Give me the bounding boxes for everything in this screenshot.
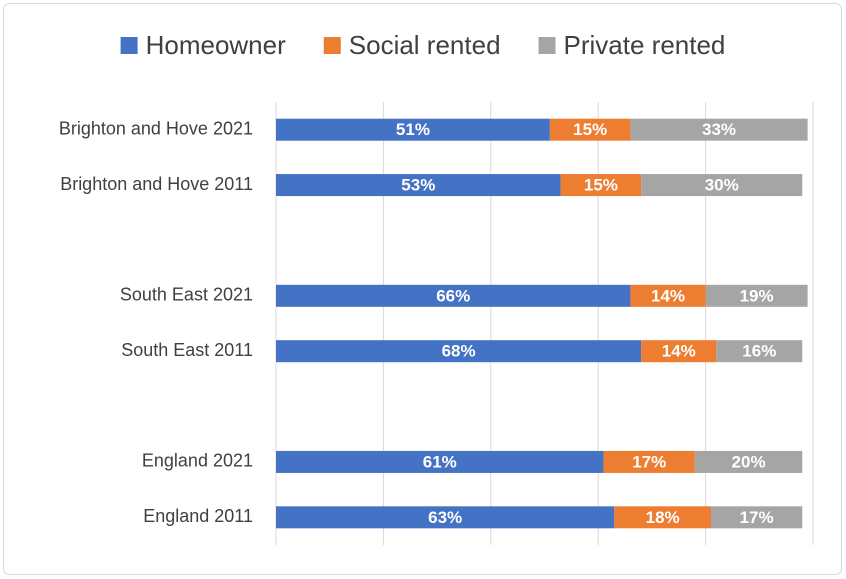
bar-segment <box>276 174 561 197</box>
data-label: 17% <box>632 452 666 471</box>
y-tick-label: Brighton and Hove 2011 <box>60 174 253 194</box>
legend-swatch <box>323 37 341 54</box>
bar-segment <box>276 118 550 141</box>
bar-segment <box>276 340 642 363</box>
data-label: 14% <box>651 286 685 305</box>
bar-segment <box>549 118 631 141</box>
bar-segment <box>560 174 642 197</box>
legend-label: Private rented <box>564 30 726 60</box>
data-label: 61% <box>423 452 457 471</box>
data-label: 16% <box>742 342 776 361</box>
legend: Homeowner Social rented Private rented <box>120 30 726 60</box>
data-label: 18% <box>646 508 680 527</box>
bar-segment <box>603 450 695 473</box>
y-tick-label: South East 2011 <box>121 340 253 360</box>
legend-item: Homeowner <box>120 30 287 60</box>
y-tick-label: South East 2021 <box>120 285 253 305</box>
data-label: 66% <box>436 286 470 305</box>
bar-segment <box>276 450 604 473</box>
bar-segment <box>276 506 615 529</box>
bar-segment <box>276 284 631 307</box>
bar-segment <box>716 340 803 363</box>
bar-segment <box>694 450 803 473</box>
data-label: 51% <box>396 120 430 139</box>
bar-segment <box>710 506 803 529</box>
y-tick-label: England 2021 <box>142 451 253 471</box>
legend-label: Homeowner <box>146 30 287 60</box>
bar-segment <box>641 340 717 363</box>
data-label: 68% <box>442 342 476 361</box>
bar-segment <box>630 118 808 141</box>
data-label: 15% <box>573 120 607 139</box>
data-label: 15% <box>584 176 618 195</box>
bar-segment <box>641 174 803 197</box>
data-label: 19% <box>740 286 774 305</box>
data-label: 33% <box>702 120 736 139</box>
y-tick-label: Brighton and Hove 2021 <box>59 118 253 138</box>
legend-swatch <box>120 37 138 54</box>
legend-swatch <box>538 37 556 54</box>
bar-segment <box>630 284 706 307</box>
legend-item: Social rented <box>323 30 501 60</box>
legend-label: Social rented <box>349 30 501 60</box>
data-label: 63% <box>428 508 462 527</box>
data-label: 17% <box>740 508 774 527</box>
data-label: 30% <box>705 176 739 195</box>
y-tick-label: England 2011 <box>143 506 253 526</box>
bars: Brighton and Hove 2021 51% 15% 33% Brighton … <box>59 118 808 529</box>
legend-item: Private rented <box>538 30 726 60</box>
bar-segment <box>614 506 711 529</box>
data-label: 53% <box>401 176 435 195</box>
data-label: 20% <box>732 452 766 471</box>
data-label: 14% <box>662 342 696 361</box>
bar-segment <box>705 284 808 307</box>
